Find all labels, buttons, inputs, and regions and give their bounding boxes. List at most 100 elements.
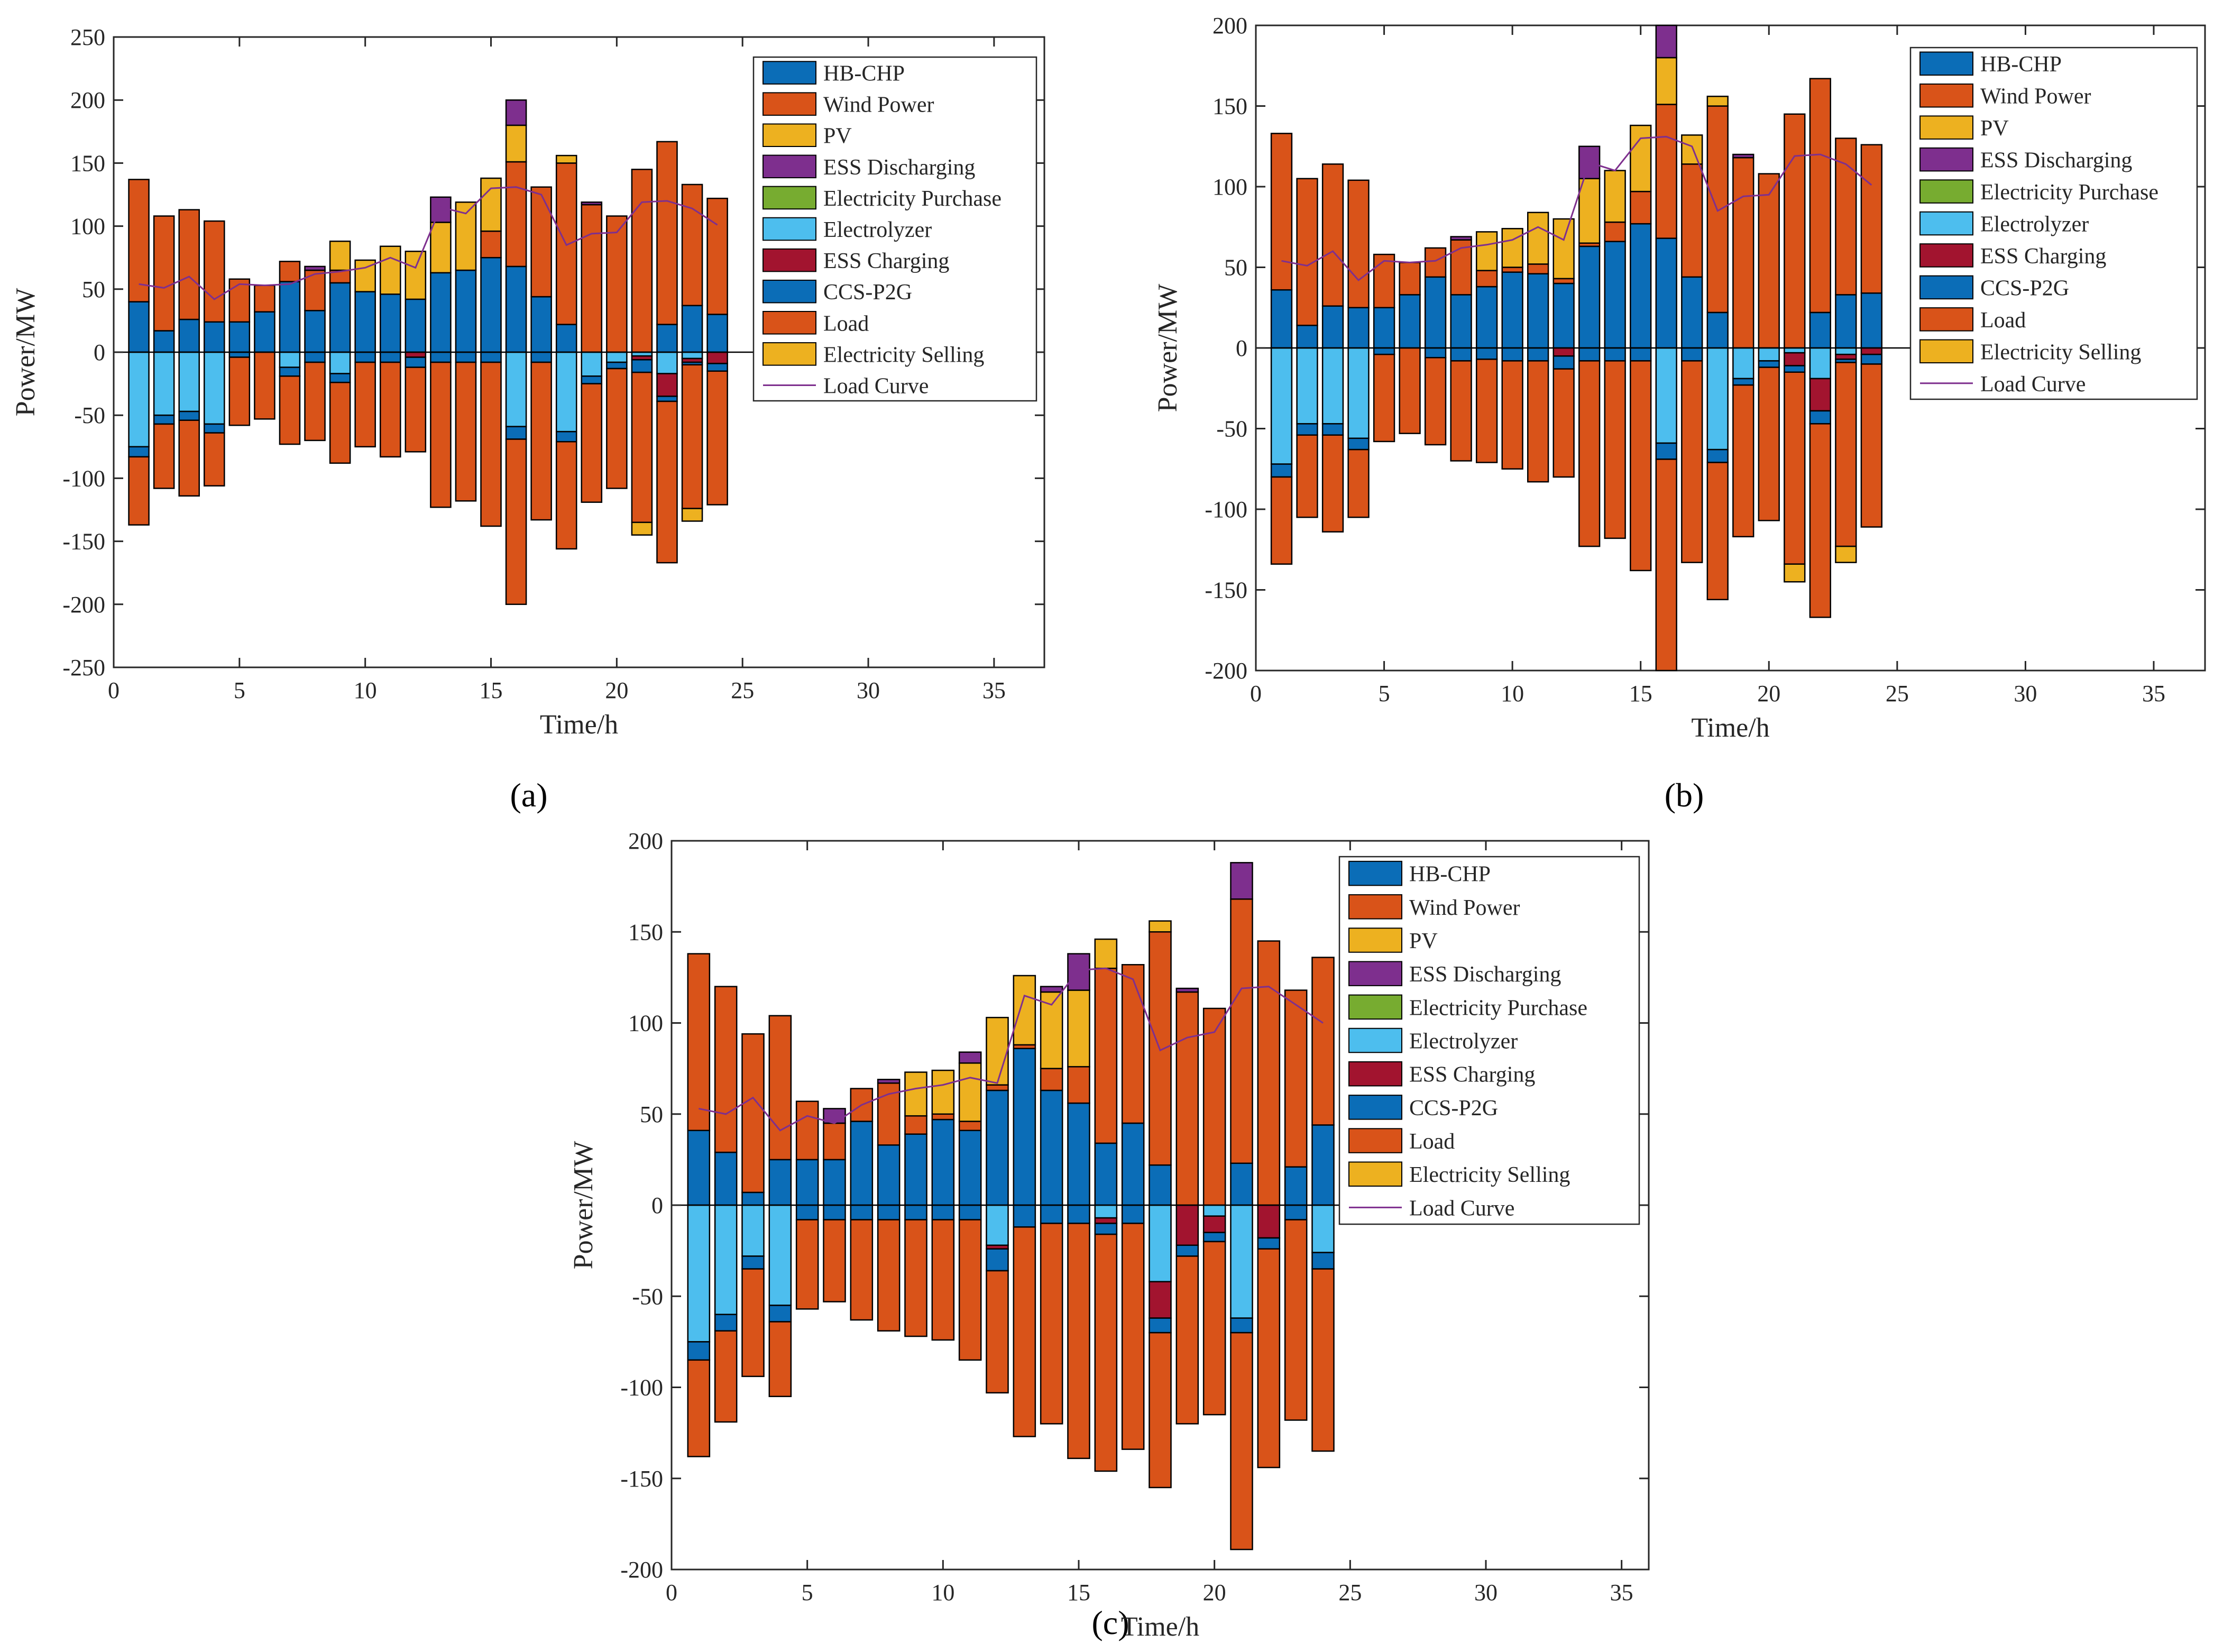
bar-hb_chp-t14 — [1040, 1089, 1063, 1206]
bar-hb_chp-t3 — [178, 318, 200, 353]
bar-wind-t20 — [606, 215, 628, 353]
legend-item-wind: Wind Power — [1919, 83, 2091, 109]
y-tick-label: -250 — [62, 655, 105, 681]
x-tick-label: 0 — [666, 1580, 677, 1605]
bar-electrolyzer-t16 — [505, 351, 527, 427]
legend-item-hb_chp: HB-CHP — [1348, 860, 1491, 887]
bar-ccs_p2g-t24 — [1860, 353, 1882, 365]
bar-ccs_p2g-t20 — [1758, 360, 1780, 368]
bar-load-t21 — [1784, 371, 1806, 565]
bar-ccs_p2g-t13 — [1013, 1204, 1036, 1228]
bar-electrolyzer-t21 — [1784, 347, 1806, 354]
bar-ccs_p2g-t5 — [1373, 347, 1395, 355]
bar-wind-t9 — [904, 1115, 927, 1135]
bar-ccs_p2g-t4 — [768, 1305, 792, 1323]
bar-wind-t8 — [1450, 239, 1472, 296]
bar-pv-t18 — [1149, 920, 1172, 933]
y-tick-label: -50 — [74, 402, 105, 428]
bar-electrolyzer-t1 — [687, 1204, 711, 1343]
bar-wind-t21 — [1784, 113, 1806, 349]
legend-item-load: Load — [1348, 1128, 1455, 1154]
bar-load-t17 — [1121, 1223, 1145, 1450]
legend-swatch-hb_chp — [1919, 51, 1973, 76]
bar-pv-t18 — [1706, 95, 1729, 107]
bar-electrolyzer-t23 — [681, 351, 703, 360]
bar-wind-t1 — [1270, 133, 1293, 291]
legend-swatch-hb_chp — [1348, 860, 1402, 886]
x-tick-label: 25 — [1886, 681, 1909, 706]
bar-load-t3 — [741, 1268, 765, 1378]
bar-electrolyzer-t4 — [203, 351, 225, 425]
legend-label-ccs_p2g: CCS-P2G — [1980, 276, 2069, 300]
bar-ess_dis-t16 — [505, 99, 527, 126]
bar-hb_chp-t11 — [1527, 273, 1549, 349]
bar-ccs_p2g-t20 — [606, 361, 628, 370]
bar-ccs_p2g-t3 — [1321, 423, 1344, 436]
bar-wind-t15 — [480, 230, 502, 259]
legend: HB-CHP Wind Power PV ESS Discharging Electri… — [1338, 856, 1640, 1225]
x-tick-label: 0 — [108, 677, 120, 703]
y-tick-label: 100 — [70, 214, 105, 240]
y-tick-label: -200 — [1205, 658, 1247, 684]
y-tick-label: -100 — [62, 465, 105, 491]
bar-wind-t24 — [706, 197, 728, 315]
bar-pv-t15 — [1067, 989, 1090, 1068]
bar-hb_chp-t10 — [354, 291, 376, 353]
bar-pv-t15 — [480, 177, 502, 232]
negative-bars — [687, 1204, 1335, 1550]
legend-item-pv: PV — [763, 123, 852, 149]
bar-wind-t17 — [1121, 964, 1145, 1124]
bar-pv-t16 — [505, 124, 527, 163]
bar-ess_ch-t22 — [1257, 1204, 1281, 1239]
bar-electrolyzer-t1 — [1270, 347, 1293, 465]
legend-item-ess_dis: ESS Discharging — [1919, 147, 2132, 173]
bar-ccs_p2g-t9 — [329, 373, 351, 383]
x-tick-label: 5 — [1379, 681, 1390, 706]
load-curve-line — [699, 967, 1324, 1132]
bar-ccs_p2g-t15 — [1067, 1204, 1090, 1224]
x-tick-label: 15 — [1629, 681, 1652, 706]
bar-ccs_p2g-t1 — [687, 1341, 711, 1361]
legend-item-hb_chp: HB-CHP — [763, 61, 905, 86]
bar-hb_chp-t23 — [681, 305, 703, 353]
x-tick-label: 20 — [1757, 681, 1780, 706]
bar-pv-t13 — [1578, 178, 1601, 244]
bar-selling-t21 — [631, 521, 653, 536]
bar-hb_chp-t3 — [1321, 305, 1344, 349]
legend-label-ess_dis: ESS Discharging — [1409, 962, 1561, 987]
bar-load-t19 — [581, 383, 603, 503]
x-axis-label: Time/h — [1121, 1612, 1199, 1642]
bar-load-t18 — [1706, 462, 1729, 601]
bar-pv-t10 — [931, 1069, 955, 1115]
bar-wind-t4 — [203, 220, 225, 323]
legend-swatch-ess_dis — [1919, 147, 1973, 172]
bar-electrolyzer-t3 — [741, 1204, 765, 1257]
bar-load-t16 — [505, 438, 527, 605]
bar-ccs_p2g-t19 — [581, 375, 603, 384]
bar-hb_chp-t24 — [1311, 1124, 1335, 1206]
bar-ccs_p2g-t4 — [203, 423, 225, 434]
bar-electrolyzer-t2 — [153, 351, 175, 416]
legend-label-pv: PV — [1980, 116, 2009, 141]
bar-ess_ch-t22 — [656, 373, 678, 397]
bar-wind-t3 — [741, 1033, 765, 1194]
bar-hb_chp-t12 — [1553, 282, 1575, 349]
legend-swatch-pv — [1919, 115, 1973, 140]
bar-electrolyzer-t3 — [178, 351, 200, 412]
bar-ccs_p2g-t10 — [354, 351, 376, 363]
bar-load-t4 — [203, 432, 225, 487]
bar-hb_chp-t16 — [1655, 237, 1677, 349]
bar-load-t14 — [1040, 1223, 1063, 1425]
legend-label-ess_dis: ESS Discharging — [823, 155, 975, 180]
bar-ccs_p2g-t14 — [1604, 347, 1626, 362]
bar-pv-t15 — [1630, 124, 1652, 192]
bar-selling-t21 — [1784, 563, 1806, 583]
legend-item-ccs_p2g: CCS-P2G — [1919, 275, 2069, 300]
bar-electrolyzer-t1 — [128, 351, 150, 448]
bar-ccs_p2g-t21 — [631, 359, 653, 373]
bar-ess_dis-t13 — [1578, 145, 1601, 179]
bar-pv-t9 — [329, 240, 351, 271]
bar-hb_chp-t1 — [128, 301, 150, 353]
legend-item-purchase: Electricity Purchase — [763, 186, 1002, 211]
